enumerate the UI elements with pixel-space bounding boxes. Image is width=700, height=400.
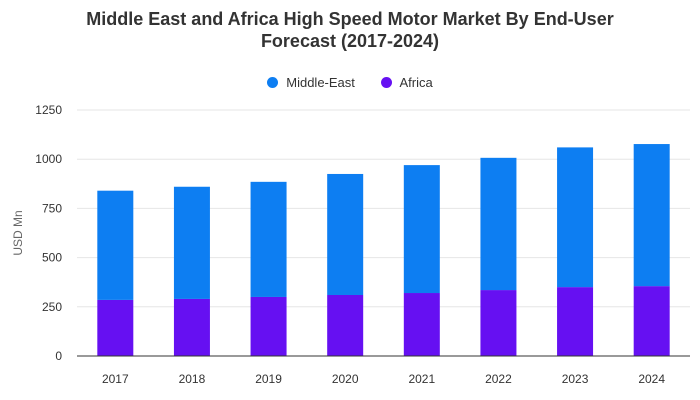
chart-title-line-2: Forecast (2017-2024) (260, 31, 440, 51)
x-tick-label-2021: 2021 (408, 372, 435, 386)
chart-legend: Middle-East Africa (0, 75, 700, 91)
bar-africa-2022[interactable] (480, 290, 517, 356)
x-axis-ticks: 2017 2018 2019 2020 2021 2022 2023 2024 (102, 372, 665, 386)
x-tick-label-2020: 2020 (332, 372, 359, 386)
bar-africa-2018[interactable] (173, 298, 210, 356)
bar-middle-east-2019[interactable] (250, 181, 287, 297)
bars (97, 144, 670, 356)
x-tick-label-2022: 2022 (485, 372, 512, 386)
bar-africa-2020[interactable] (327, 294, 364, 356)
bar-middle-east-2022[interactable] (480, 157, 517, 291)
legend-label-africa: Africa (399, 75, 433, 90)
chart-title-line-1: Middle East and Africa High Speed Motor … (86, 9, 614, 29)
y-tick-label-250: 250 (42, 300, 62, 314)
bar-middle-east-2020[interactable] (327, 173, 364, 295)
legend-item-middle-east[interactable]: Middle-East (267, 75, 355, 90)
legend-swatch-middle-east (267, 77, 279, 88)
y-axis-ticks: 0 250 500 750 1000 1250 (35, 103, 62, 363)
bar-middle-east-2021[interactable] (403, 165, 440, 294)
y-tick-label-500: 500 (42, 251, 62, 265)
bar-africa-2024[interactable] (633, 286, 670, 356)
legend-swatch-africa (380, 77, 392, 88)
legend-item-africa[interactable]: Africa (380, 75, 433, 90)
y-axis-label: USD Mn (11, 210, 25, 255)
x-tick-label-2017: 2017 (102, 372, 129, 386)
chart-title: Middle East and Africa High Speed Motor … (0, 8, 700, 52)
bar-africa-2023[interactable] (557, 287, 594, 356)
bar-middle-east-2017[interactable] (97, 190, 134, 300)
bar-africa-2021[interactable] (403, 293, 440, 356)
bar-middle-east-2018[interactable] (173, 186, 210, 299)
bar-africa-2019[interactable] (250, 296, 287, 356)
y-tick-label-750: 750 (42, 201, 62, 215)
bar-middle-east-2024[interactable] (633, 144, 670, 287)
x-tick-label-2018: 2018 (179, 372, 206, 386)
bar-middle-east-2023[interactable] (557, 147, 594, 288)
legend-label-middle-east: Middle-East (286, 75, 355, 90)
gridlines (77, 109, 690, 308)
y-tick-label-0: 0 (55, 349, 62, 363)
x-tick-label-2023: 2023 (562, 372, 589, 386)
y-tick-label-1250: 1250 (35, 103, 62, 117)
x-tick-label-2024: 2024 (638, 372, 665, 386)
x-tick-label-2019: 2019 (255, 372, 282, 386)
bar-africa-2017[interactable] (97, 299, 134, 356)
y-tick-label-1000: 1000 (35, 152, 62, 166)
